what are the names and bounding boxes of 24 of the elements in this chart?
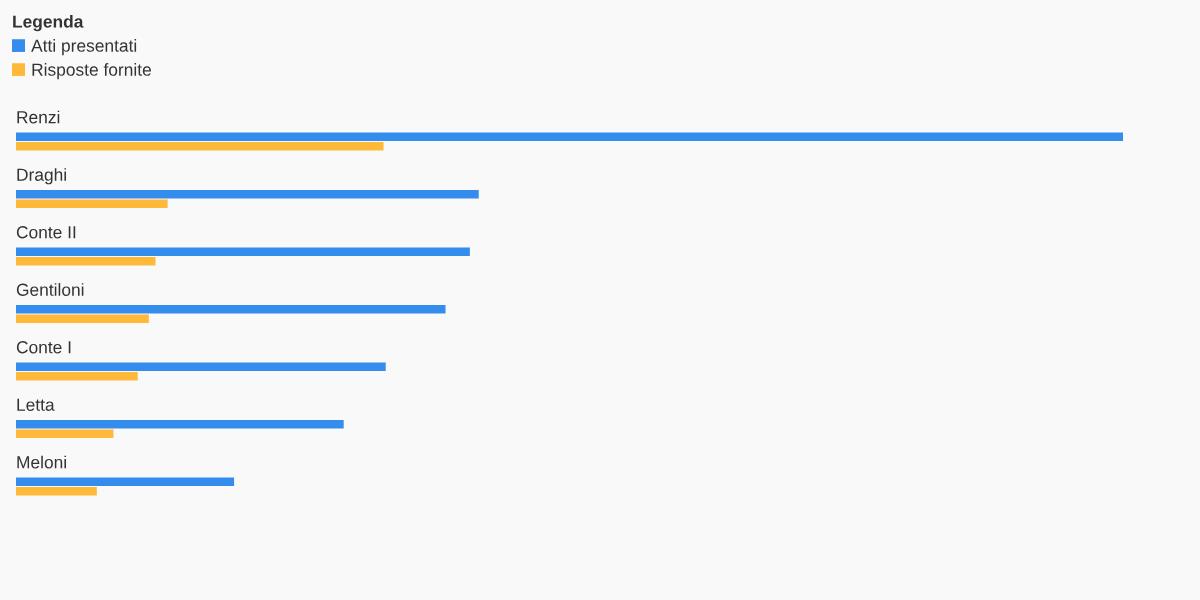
bar [16, 486, 97, 496]
bar [16, 429, 114, 439]
y-tick-label: Conte I [16, 341, 71, 354]
bar [16, 304, 446, 314]
legend-label: Risposte fornite [32, 63, 151, 80]
bar [16, 419, 344, 429]
bar [16, 141, 384, 151]
bar [16, 477, 235, 487]
bar [16, 247, 470, 257]
y-tick-label: Gentiloni [16, 283, 84, 296]
y-tick-label: Letta [17, 398, 55, 411]
legend-label: Atti presentati [31, 39, 137, 56]
legend-title: Legenda [13, 15, 84, 32]
y-tick-label: Renzi [17, 110, 60, 124]
y-tick-label: Draghi [17, 168, 66, 185]
y-tick-label: Conte II [16, 226, 76, 239]
bar [16, 132, 1123, 141]
y-tick-label: Meloni [17, 455, 66, 469]
bar [16, 189, 479, 199]
bar [16, 199, 168, 208]
bar [16, 256, 156, 266]
bar [16, 314, 149, 323]
bar [16, 371, 138, 381]
bar [16, 362, 386, 372]
